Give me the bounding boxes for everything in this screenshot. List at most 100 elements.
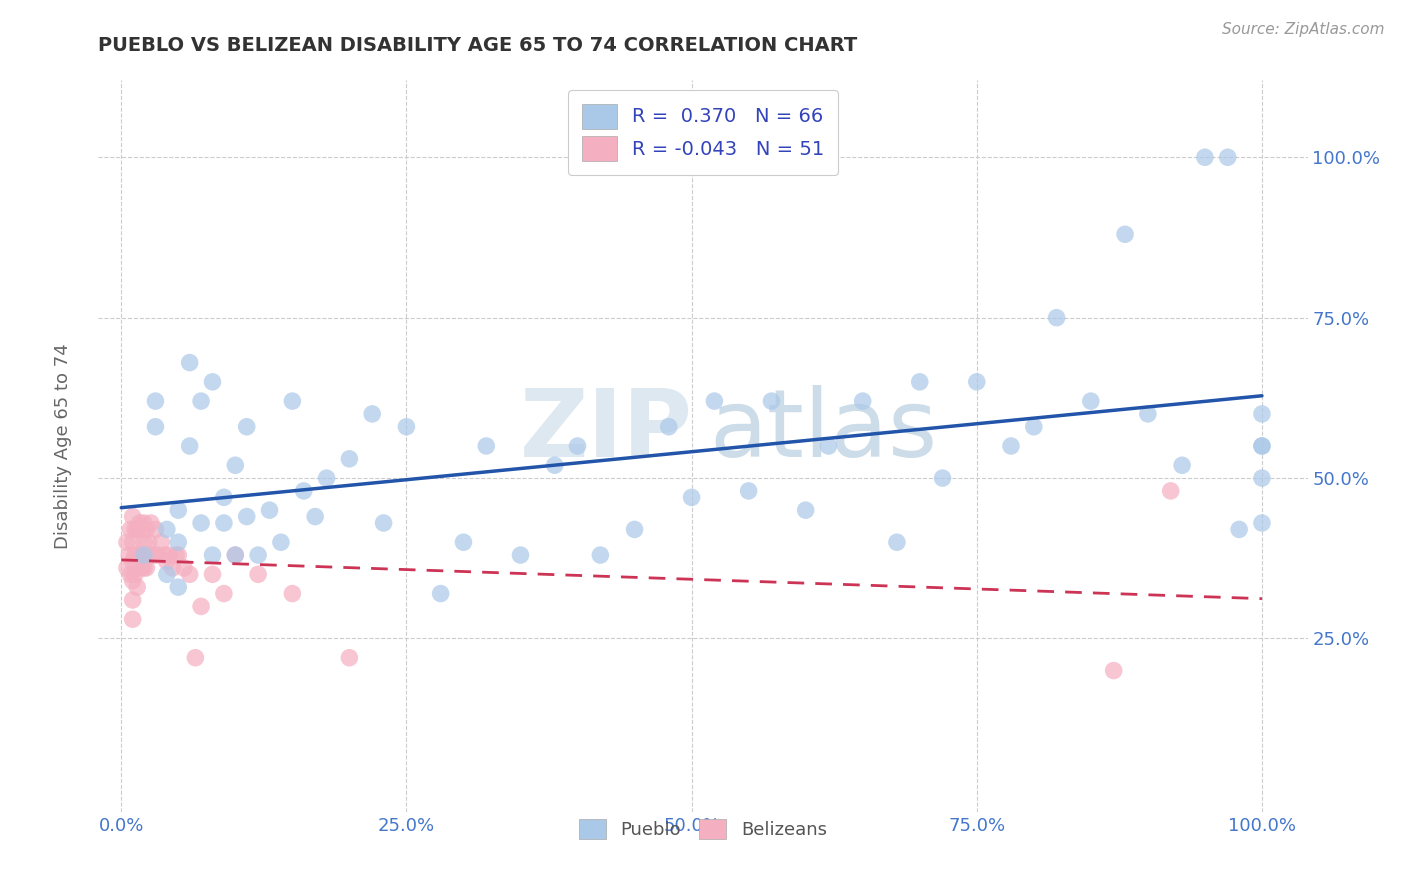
Point	[179, 439, 201, 453]
Point	[931, 471, 953, 485]
Point	[121, 509, 143, 524]
Point	[475, 439, 498, 453]
Text: Disability Age 65 to 74: Disability Age 65 to 74	[55, 343, 72, 549]
Point	[1171, 458, 1194, 473]
Point	[167, 503, 190, 517]
Point	[737, 483, 759, 498]
Point	[156, 523, 179, 537]
Point	[817, 439, 839, 453]
Point	[120, 567, 142, 582]
Point	[453, 535, 475, 549]
Point	[337, 451, 360, 466]
Point	[124, 548, 146, 562]
Point	[1046, 310, 1069, 325]
Point	[224, 548, 246, 562]
Point	[235, 509, 257, 524]
Point	[361, 407, 384, 421]
Point	[167, 580, 190, 594]
Point	[156, 567, 179, 582]
Point	[235, 419, 257, 434]
Text: PUEBLO VS BELIZEAN DISABILITY AGE 65 TO 74 CORRELATION CHART: PUEBLO VS BELIZEAN DISABILITY AGE 65 TO …	[98, 36, 858, 54]
Point	[966, 375, 988, 389]
Point	[127, 548, 149, 562]
Point	[201, 567, 224, 582]
Point	[1160, 483, 1182, 498]
Point	[132, 535, 155, 549]
Point	[247, 548, 270, 562]
Point	[259, 503, 281, 517]
Point	[886, 535, 908, 549]
Point	[179, 567, 201, 582]
Point	[153, 548, 176, 562]
Point	[115, 535, 138, 549]
Point	[128, 548, 150, 562]
Point	[124, 523, 146, 537]
Text: atlas: atlas	[710, 385, 938, 477]
Point	[1251, 471, 1274, 485]
Point	[201, 548, 224, 562]
Text: ZIP: ZIP	[520, 385, 693, 477]
Point	[337, 650, 360, 665]
Point	[681, 491, 703, 505]
Point	[281, 394, 304, 409]
Point	[138, 535, 160, 549]
Point	[121, 612, 143, 626]
Point	[121, 574, 143, 588]
Point	[373, 516, 395, 530]
Point	[135, 523, 157, 537]
Point	[139, 516, 162, 530]
Point	[120, 523, 142, 537]
Point	[567, 439, 589, 453]
Point	[145, 419, 167, 434]
Point	[1194, 150, 1216, 164]
Point	[156, 554, 179, 568]
Point	[179, 355, 201, 369]
Point	[1136, 407, 1159, 421]
Point	[132, 561, 155, 575]
Point	[190, 394, 212, 409]
Point	[1251, 439, 1274, 453]
Legend: Pueblo, Belizeans: Pueblo, Belizeans	[572, 812, 834, 847]
Point	[121, 535, 143, 549]
Point	[145, 523, 167, 537]
Point	[146, 548, 169, 562]
Point	[1102, 664, 1125, 678]
Point	[509, 548, 531, 562]
Point	[131, 561, 153, 575]
Point	[127, 580, 149, 594]
Point	[115, 561, 138, 575]
Point	[852, 394, 875, 409]
Point	[118, 548, 141, 562]
Point	[121, 554, 143, 568]
Point	[167, 535, 190, 549]
Text: Source: ZipAtlas.com: Source: ZipAtlas.com	[1222, 22, 1385, 37]
Point	[132, 548, 155, 562]
Point	[1022, 419, 1045, 434]
Point	[270, 535, 292, 549]
Point	[127, 523, 149, 537]
Point	[1216, 150, 1239, 164]
Point	[292, 483, 315, 498]
Point	[589, 548, 612, 562]
Point	[304, 509, 326, 524]
Point	[1251, 407, 1274, 421]
Point	[703, 394, 725, 409]
Point	[184, 650, 207, 665]
Point	[150, 535, 173, 549]
Point	[224, 548, 246, 562]
Point	[162, 561, 184, 575]
Point	[173, 561, 195, 575]
Point	[124, 567, 146, 582]
Point	[1251, 516, 1274, 530]
Point	[1080, 394, 1102, 409]
Point	[1227, 523, 1250, 537]
Point	[761, 394, 783, 409]
Point	[1000, 439, 1022, 453]
Point	[658, 419, 681, 434]
Point	[315, 471, 337, 485]
Point	[132, 516, 155, 530]
Point	[429, 586, 451, 600]
Point	[128, 516, 150, 530]
Point	[145, 394, 167, 409]
Point	[165, 548, 187, 562]
